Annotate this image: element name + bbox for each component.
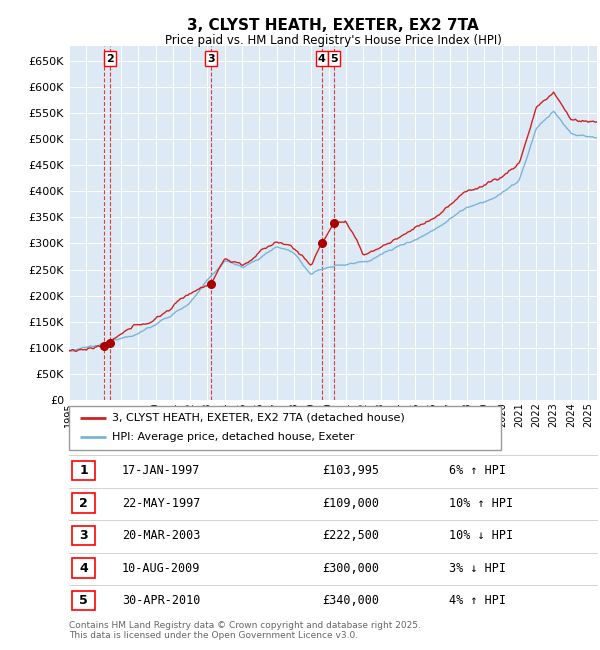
FancyBboxPatch shape: [69, 406, 501, 450]
Text: 2: 2: [106, 53, 114, 64]
Text: HPI: Average price, detached house, Exeter: HPI: Average price, detached house, Exet…: [112, 432, 355, 443]
Text: 10-AUG-2009: 10-AUG-2009: [122, 562, 200, 575]
Text: 1: 1: [79, 464, 88, 477]
Text: Price paid vs. HM Land Registry's House Price Index (HPI): Price paid vs. HM Land Registry's House …: [164, 34, 502, 47]
Text: £222,500: £222,500: [322, 529, 379, 542]
Text: 3% ↓ HPI: 3% ↓ HPI: [449, 562, 506, 575]
Text: £340,000: £340,000: [322, 594, 379, 607]
FancyBboxPatch shape: [71, 591, 95, 610]
Text: 6% ↑ HPI: 6% ↑ HPI: [449, 464, 506, 477]
Text: 30-APR-2010: 30-APR-2010: [122, 594, 200, 607]
Text: £109,000: £109,000: [322, 497, 379, 510]
Text: 4: 4: [79, 562, 88, 575]
Text: £300,000: £300,000: [322, 562, 379, 575]
Text: 3: 3: [208, 53, 215, 64]
Text: 3, CLYST HEATH, EXETER, EX2 7TA: 3, CLYST HEATH, EXETER, EX2 7TA: [187, 18, 479, 32]
Text: 3, CLYST HEATH, EXETER, EX2 7TA (detached house): 3, CLYST HEATH, EXETER, EX2 7TA (detache…: [112, 413, 405, 423]
Text: 10% ↓ HPI: 10% ↓ HPI: [449, 529, 513, 542]
Text: 3: 3: [79, 529, 88, 542]
Text: Contains HM Land Registry data © Crown copyright and database right 2025.
This d: Contains HM Land Registry data © Crown c…: [69, 621, 421, 640]
Text: 20-MAR-2003: 20-MAR-2003: [122, 529, 200, 542]
FancyBboxPatch shape: [71, 558, 95, 578]
Text: 22-MAY-1997: 22-MAY-1997: [122, 497, 200, 510]
FancyBboxPatch shape: [71, 461, 95, 480]
Text: 2: 2: [79, 497, 88, 510]
Text: 5: 5: [79, 594, 88, 607]
Text: 4% ↑ HPI: 4% ↑ HPI: [449, 594, 506, 607]
FancyBboxPatch shape: [71, 493, 95, 513]
FancyBboxPatch shape: [71, 526, 95, 545]
Text: 5: 5: [331, 53, 338, 64]
Text: 4: 4: [318, 53, 326, 64]
Text: 10% ↑ HPI: 10% ↑ HPI: [449, 497, 513, 510]
Text: 17-JAN-1997: 17-JAN-1997: [122, 464, 200, 477]
Text: £103,995: £103,995: [322, 464, 379, 477]
